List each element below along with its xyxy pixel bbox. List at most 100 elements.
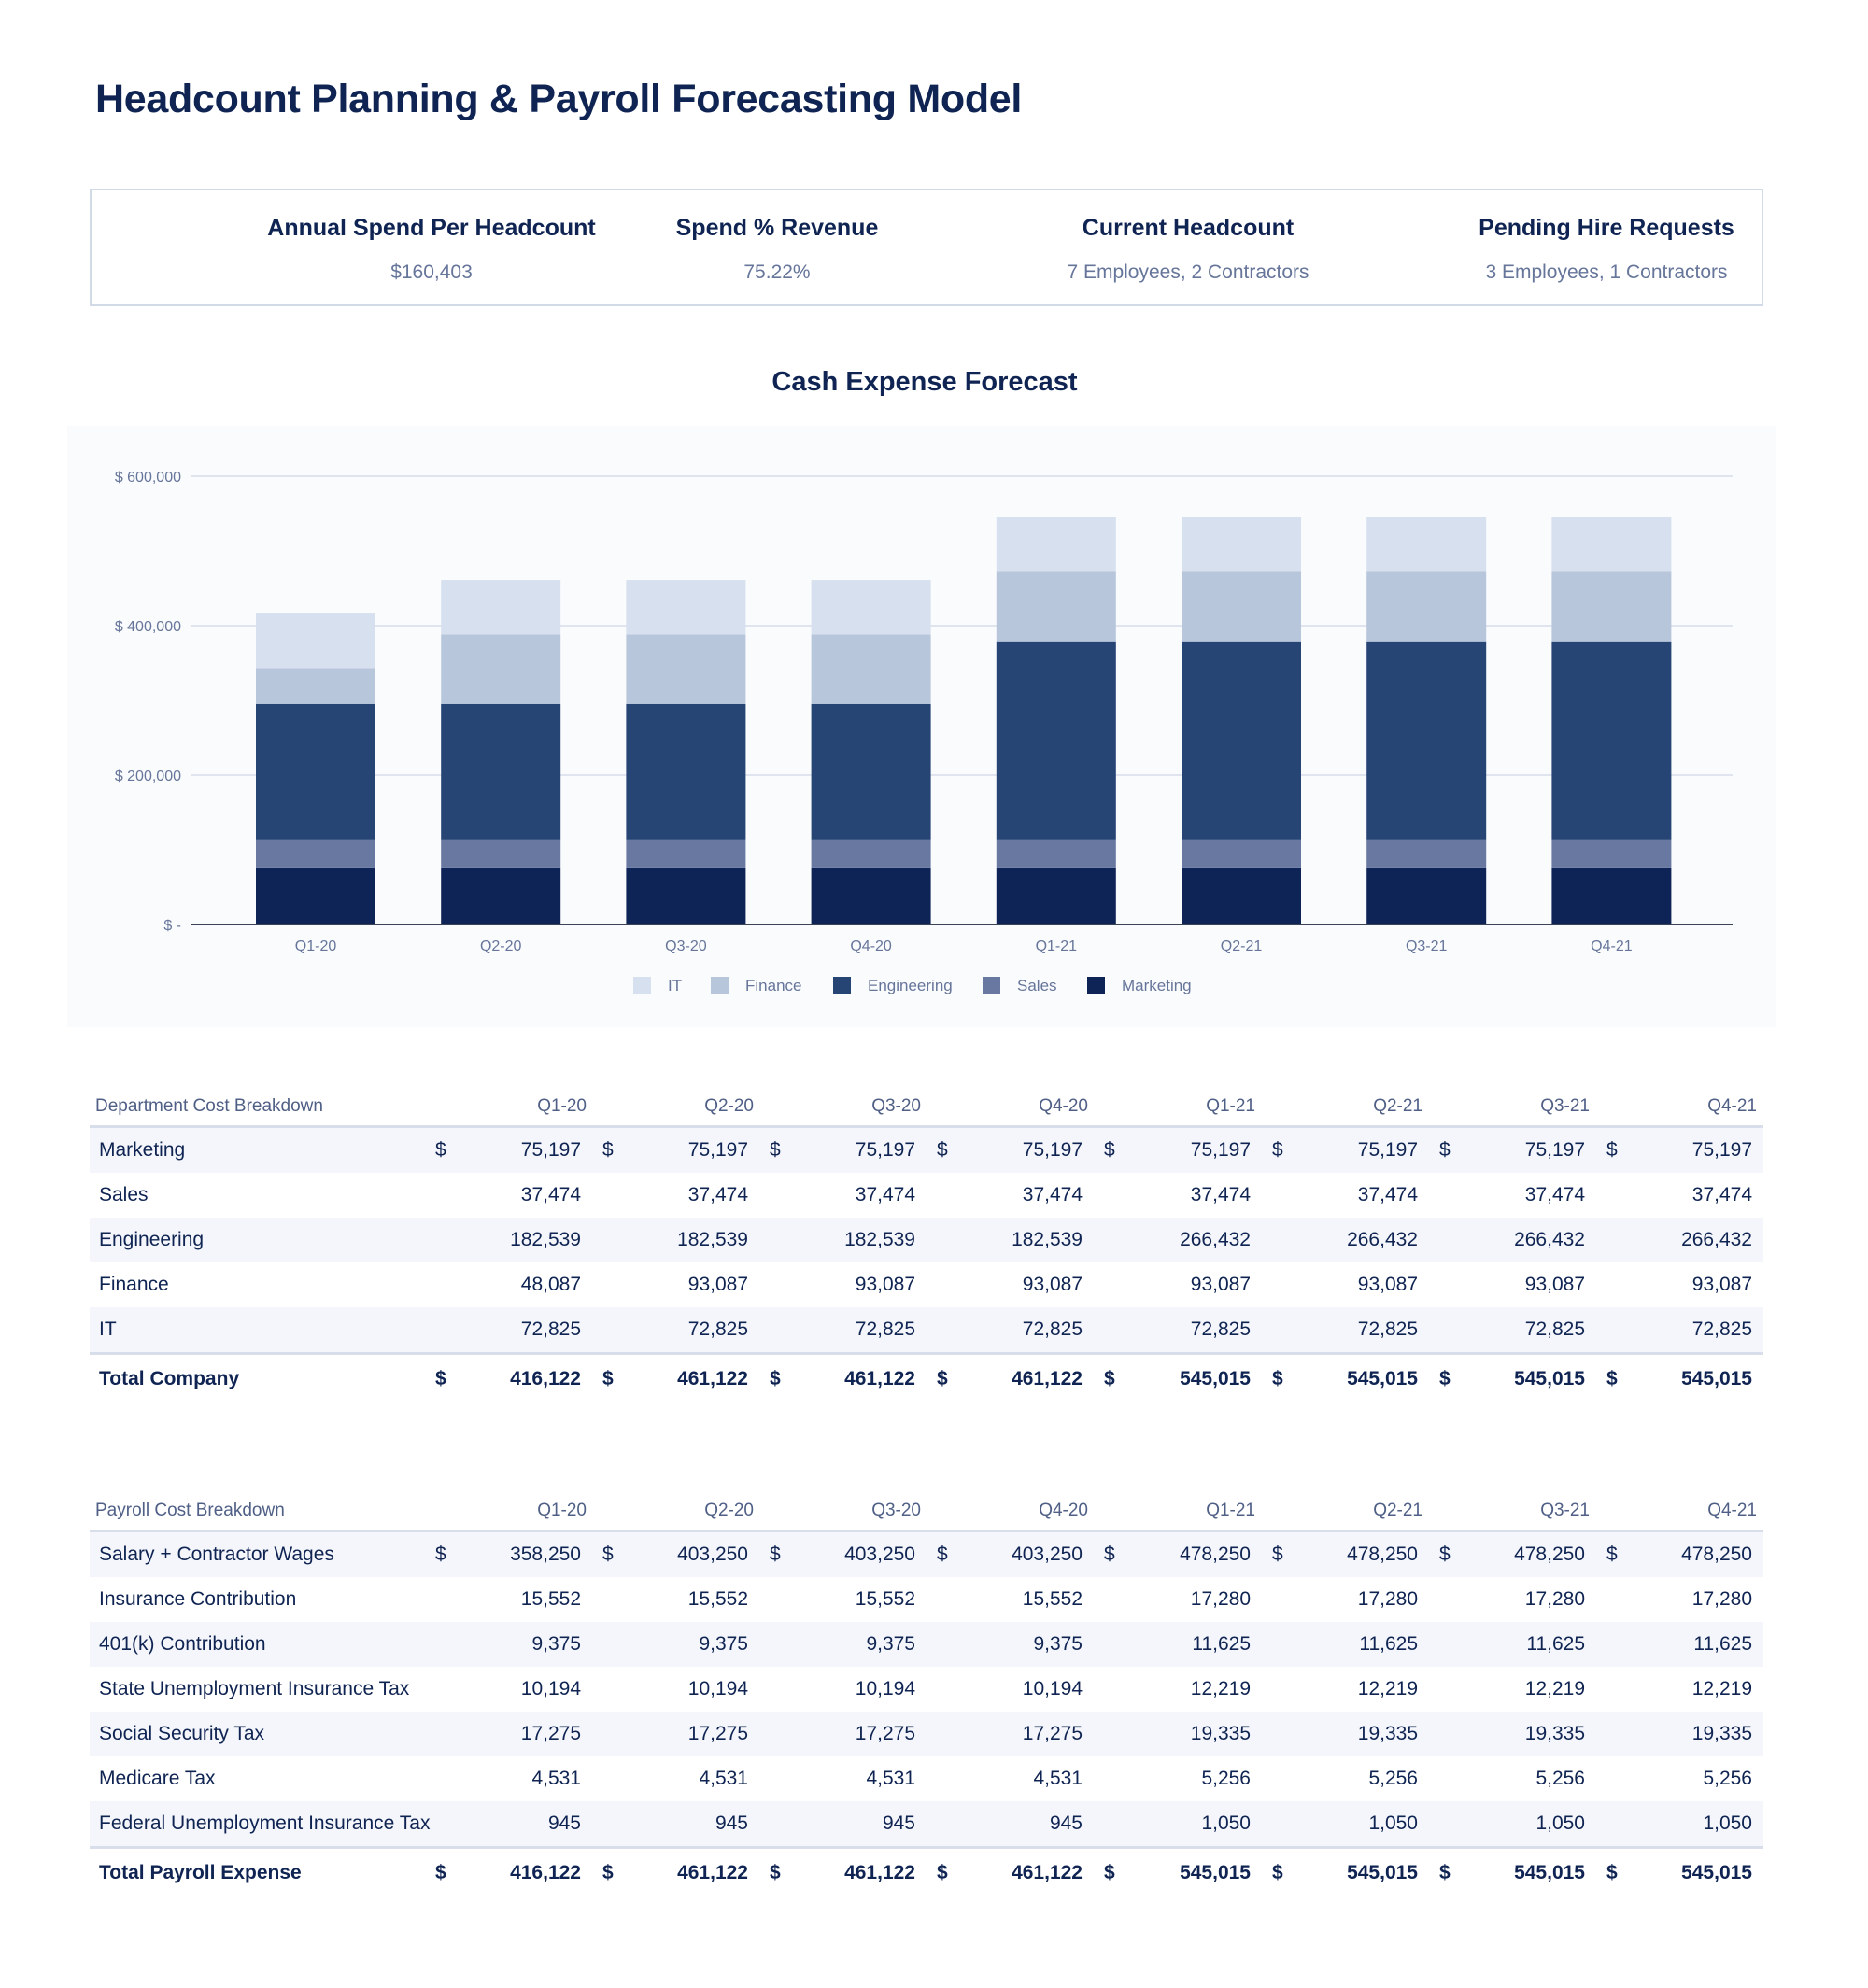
bar-segment-engineering-q4-21 [1551,641,1672,840]
cell-value: 461,122 [1012,1368,1083,1389]
x-tick-label: Q1-21 [1036,938,1078,954]
cell-value: 478,250 [1347,1544,1418,1565]
currency-symbol: $ [770,1544,781,1565]
table-row: Marketing $75,197 $75,197 $75,197 $75,197 $75… [90,1128,1763,1173]
bar-segment-it-q4-21 [1551,516,1672,572]
cell-value: 416,122 [510,1862,581,1883]
currency-symbol: $ [770,1368,781,1389]
cell-value: 478,250 [1514,1544,1585,1565]
currency-symbol: $ [770,1862,781,1883]
cell-value: 93,087 [855,1274,915,1295]
cell-value: 945 [1049,1812,1083,1834]
row-label: Total Company [99,1368,240,1389]
legend-swatch-it [633,977,651,994]
cell-value: 461,122 [844,1368,915,1389]
cell-value: 75,197 [1022,1139,1083,1161]
currency-symbol: $ [1272,1139,1283,1161]
legend-label-sales: Sales [1017,977,1057,994]
column-header-q2-21: Q2-21 [1373,1096,1422,1116]
bar-segment-marketing-q2-20 [441,867,561,924]
cell-value: 10,194 [687,1678,748,1699]
table-row: Finance 48,087 93,087 93,087 93,087 93,087 93,… [90,1262,1763,1307]
bar-segment-engineering-q2-20 [441,703,561,840]
cell-value: 12,219 [1691,1678,1752,1699]
cell-value: 17,280 [1524,1588,1585,1610]
table-row: State Unemployment Insurance Tax 10,194 10… [90,1667,1763,1712]
currency-symbol: $ [1104,1862,1115,1883]
currency-symbol: $ [1606,1862,1618,1883]
payroll-cost-table: Payroll Cost Breakdown Q1-20 Q2-20 Q3-20 Q4-… [90,1487,1763,1895]
cell-value: 478,250 [1681,1544,1752,1565]
cell-value: 17,275 [1022,1723,1083,1744]
kpi-label: Pending Hire Requests [1479,215,1734,241]
currency-symbol: $ [1439,1368,1451,1389]
bar-segment-it-q2-21 [1182,516,1301,572]
cell-value: 17,275 [687,1723,748,1744]
cell-value: 48,087 [520,1274,581,1295]
cell-value: 182,539 [677,1229,748,1250]
currency-symbol: $ [435,1139,446,1161]
cell-value: 93,087 [1524,1274,1585,1295]
cell-value: 545,015 [1180,1862,1251,1883]
cell-value: 17,280 [1190,1588,1251,1610]
row-label: Salary + Contractor Wages [99,1544,334,1565]
department-cost-table: Department Cost Breakdown Q1-20 Q2-20 Q3-20… [90,1083,1763,1401]
kpi-value: $160,403 [390,261,473,283]
bar-segment-marketing-q4-21 [1551,867,1672,924]
cell-value: 1,050 [1535,1812,1585,1834]
cell-value: 4,531 [699,1768,748,1789]
row-label: Sales [99,1184,149,1205]
cell-value: 403,250 [844,1544,915,1565]
cell-value: 182,539 [510,1229,581,1250]
kpi-value: 3 Employees, 1 Contractors [1485,261,1728,283]
cell-value: 19,335 [1357,1723,1418,1744]
cell-value: 93,087 [1190,1274,1251,1295]
total-row: Total Company $416,122 $461,122 $461,122 $46… [90,1352,1763,1401]
row-label: 401(k) Contribution [99,1633,266,1655]
currency-symbol: $ [1272,1368,1283,1389]
y-tick-label: $ 200,000 [115,768,181,784]
column-header-q4-20: Q4-20 [1039,1501,1088,1520]
cell-value: 9,375 [699,1633,748,1655]
currency-symbol: $ [1272,1862,1283,1883]
y-tick-label: $ 600,000 [115,470,181,486]
currency-symbol: $ [937,1544,948,1565]
table-row: IT 72,825 72,825 72,825 72,825 72,825 72,825 72… [90,1307,1763,1352]
cell-value: 19,335 [1524,1723,1585,1744]
kpi-value: 7 Employees, 2 Contractors [1067,261,1309,283]
cell-value: 93,087 [1022,1274,1083,1295]
cell-value: 12,219 [1190,1678,1251,1699]
cell-value: 403,250 [677,1544,748,1565]
cell-value: 75,197 [1691,1139,1752,1161]
y-tick-label: $ 400,000 [115,619,181,635]
cell-value: 545,015 [1514,1862,1585,1883]
cell-value: 10,194 [855,1678,915,1699]
cell-value: 72,825 [687,1318,748,1340]
bar-segment-finance-q4-21 [1551,571,1672,642]
currency-symbol: $ [1439,1544,1451,1565]
cell-value: 72,825 [1691,1318,1752,1340]
cell-value: 19,335 [1190,1723,1251,1744]
cell-value: 72,825 [1022,1318,1083,1340]
cell-value: 93,087 [1357,1274,1418,1295]
table-header-row: Department Cost Breakdown Q1-20 Q2-20 Q3-20… [90,1083,1763,1128]
legend-swatch-marketing [1087,977,1105,994]
column-header-q3-21: Q3-21 [1540,1501,1590,1520]
cell-value: 1,050 [1368,1812,1418,1834]
y-tick-label: $ - [163,918,181,934]
legend-swatch-finance [711,977,729,994]
currency-symbol: $ [602,1368,614,1389]
cell-value: 17,280 [1691,1588,1752,1610]
cell-value: 17,280 [1357,1588,1418,1610]
column-header-q3-21: Q3-21 [1540,1096,1590,1116]
row-label: Marketing [99,1139,186,1161]
row-label: IT [99,1318,117,1340]
cell-value: 37,474 [1022,1184,1083,1205]
bar-segment-marketing-q3-20 [626,867,746,924]
cell-value: 11,625 [1192,1633,1251,1655]
currency-symbol: $ [1606,1139,1618,1161]
bar-segment-finance-q3-20 [626,634,746,704]
bar-segment-sales-q3-20 [626,839,746,868]
cell-value: 4,531 [1033,1768,1083,1789]
currency-symbol: $ [1104,1368,1115,1389]
